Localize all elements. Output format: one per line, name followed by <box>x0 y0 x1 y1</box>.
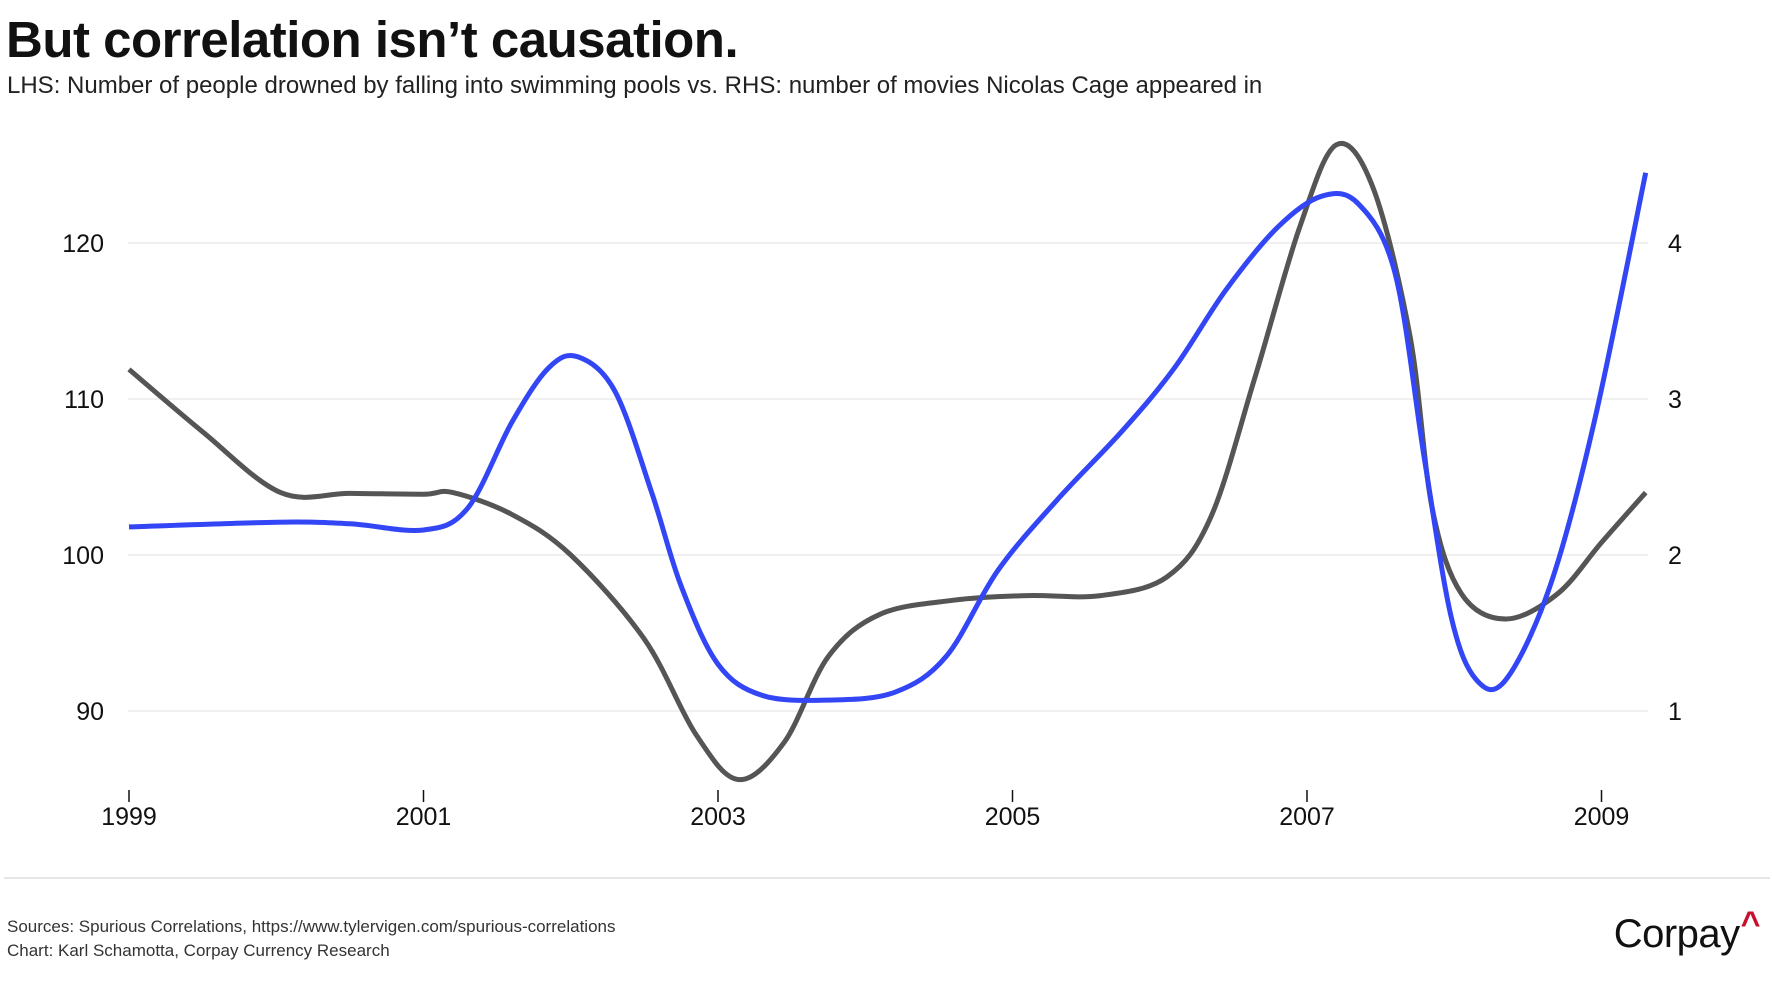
x-tick-label: 2007 <box>1279 803 1335 831</box>
x-tick-label: 2005 <box>985 803 1041 831</box>
y-left-tick-label: 90 <box>76 698 104 726</box>
line-chart: 90 100 110 120 1 2 3 4 1999 2001 2003 2005 2007 200… <box>62 140 1682 831</box>
x-tick-label: 1999 <box>101 803 157 831</box>
y-right-tick-label: 4 <box>1668 230 1682 258</box>
y-left-tick-label: 100 <box>62 542 104 570</box>
series-line-pool-drownings <box>127 140 1648 783</box>
x-axis: 1999 2001 2003 2005 2007 2009 <box>101 790 1629 831</box>
x-tick-label: 2009 <box>1574 803 1630 831</box>
x-tick-label: 2003 <box>690 803 746 831</box>
y-right-tick-label: 3 <box>1668 386 1682 414</box>
y-axis-left: 90 100 110 120 <box>62 230 104 726</box>
corpay-logo: Corpay^ <box>1613 905 1761 957</box>
x-tick-label: 2001 <box>396 803 452 831</box>
footer-divider <box>4 877 1770 879</box>
gridlines <box>128 242 1648 712</box>
footer-sources: Sources: Spurious Correlations, https://… <box>7 915 615 963</box>
logo-caret-icon: ^ <box>1740 905 1761 943</box>
logo-wordmark: Corpay <box>1613 912 1740 956</box>
y-right-tick-label: 1 <box>1668 698 1682 726</box>
series-group <box>127 140 1649 783</box>
credit-text: Chart: Karl Schamotta, Corpay Currency R… <box>7 941 390 960</box>
chart-title: But correlation isn’t causation. <box>6 11 739 68</box>
y-axis-right: 1 2 3 4 <box>1668 230 1682 726</box>
y-right-tick-label: 2 <box>1668 542 1682 570</box>
chart-subtitle: LHS: Number of people drowned by falling… <box>7 72 1263 99</box>
series-line-nicolas-cage-movies <box>128 172 1649 703</box>
y-left-tick-label: 110 <box>64 386 104 414</box>
sources-text: Sources: Spurious Correlations, https://… <box>7 917 616 936</box>
y-left-tick-label: 120 <box>62 230 104 258</box>
